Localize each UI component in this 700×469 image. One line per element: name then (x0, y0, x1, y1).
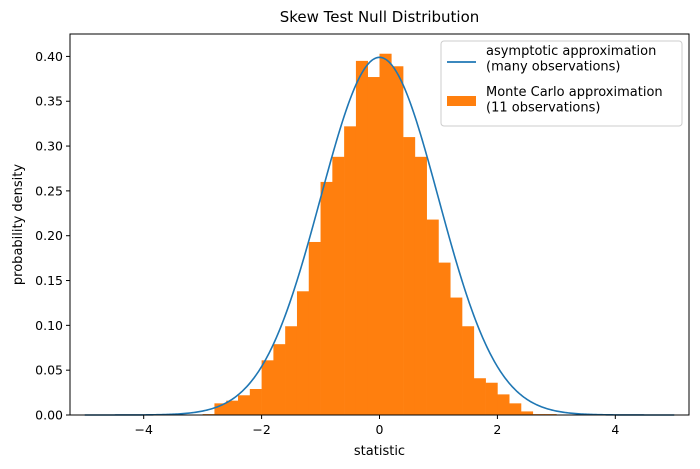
histogram-bar (273, 344, 286, 415)
legend-box (440, 40, 683, 127)
y-axis-label: probability density (11, 164, 26, 285)
histogram-bar (497, 394, 510, 415)
histogram-bar (462, 326, 475, 415)
histogram-bar (438, 262, 451, 415)
histogram-bar (296, 291, 310, 415)
histogram-bar (226, 400, 239, 415)
histogram-bar (261, 360, 274, 415)
y-tick-label: 0.35 (35, 94, 63, 109)
y-tick-label: 0.00 (35, 408, 63, 423)
histogram-bar (485, 382, 498, 415)
y-axis-ticks: 0.00 0.05 0.10 0.15 0.20 0.25 0.30 0.35 0.40 (35, 49, 70, 423)
histogram-bars (202, 53, 557, 416)
histogram-bar (426, 219, 439, 415)
y-tick-label: 0.10 (35, 318, 63, 333)
x-axis-ticks: −4 −2 0 2 4 (134, 415, 619, 437)
x-tick-label: 4 (611, 422, 619, 437)
x-axis-label: statistic (354, 444, 405, 459)
histogram-bar (344, 126, 357, 415)
legend-bar-swatch (447, 96, 476, 106)
histogram-bar (285, 326, 298, 415)
histogram-bar (367, 77, 380, 415)
y-tick-label: 0.05 (35, 363, 63, 378)
histogram-bar (238, 395, 251, 415)
asymptotic-curve (84, 56, 675, 416)
histogram-bar (308, 241, 321, 415)
legend: asymptotic approximation (many observatio… (440, 40, 683, 127)
y-tick-label: 0.40 (35, 49, 63, 64)
histogram-bar (391, 66, 404, 416)
x-tick-label: 2 (493, 422, 501, 437)
x-tick-label: 0 (376, 422, 384, 437)
chart-title: Skew Test Null Distribution (280, 8, 480, 26)
asymptotic-curve-layer (84, 56, 675, 416)
histogram-bar (450, 297, 463, 415)
histogram-bar (214, 403, 227, 415)
histogram-bar (249, 389, 262, 415)
histogram-bar (520, 411, 534, 415)
histogram-bar (473, 378, 486, 415)
histogram-bar (355, 60, 369, 415)
histogram-bar (379, 53, 392, 415)
x-tick-label: −2 (252, 422, 270, 437)
histogram-bar (414, 156, 427, 415)
histogram-bar (320, 181, 333, 415)
histogram-bar (332, 156, 345, 415)
y-tick-label: 0.25 (35, 183, 63, 198)
y-tick-label: 0.30 (35, 139, 63, 154)
legend-label-monte-carlo: Monte Carlo approximation (11 observation… (486, 85, 663, 116)
y-tick-label: 0.15 (35, 273, 63, 288)
histogram-bar (403, 137, 416, 415)
y-tick-label: 0.20 (35, 228, 63, 243)
legend-label-asymptotic: asymptotic approximation (many observatio… (486, 44, 656, 75)
x-tick-label: −4 (134, 422, 152, 437)
histogram-bar (509, 403, 522, 415)
